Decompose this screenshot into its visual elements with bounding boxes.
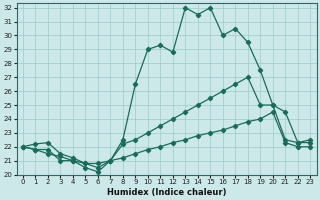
- X-axis label: Humidex (Indice chaleur): Humidex (Indice chaleur): [107, 188, 226, 197]
